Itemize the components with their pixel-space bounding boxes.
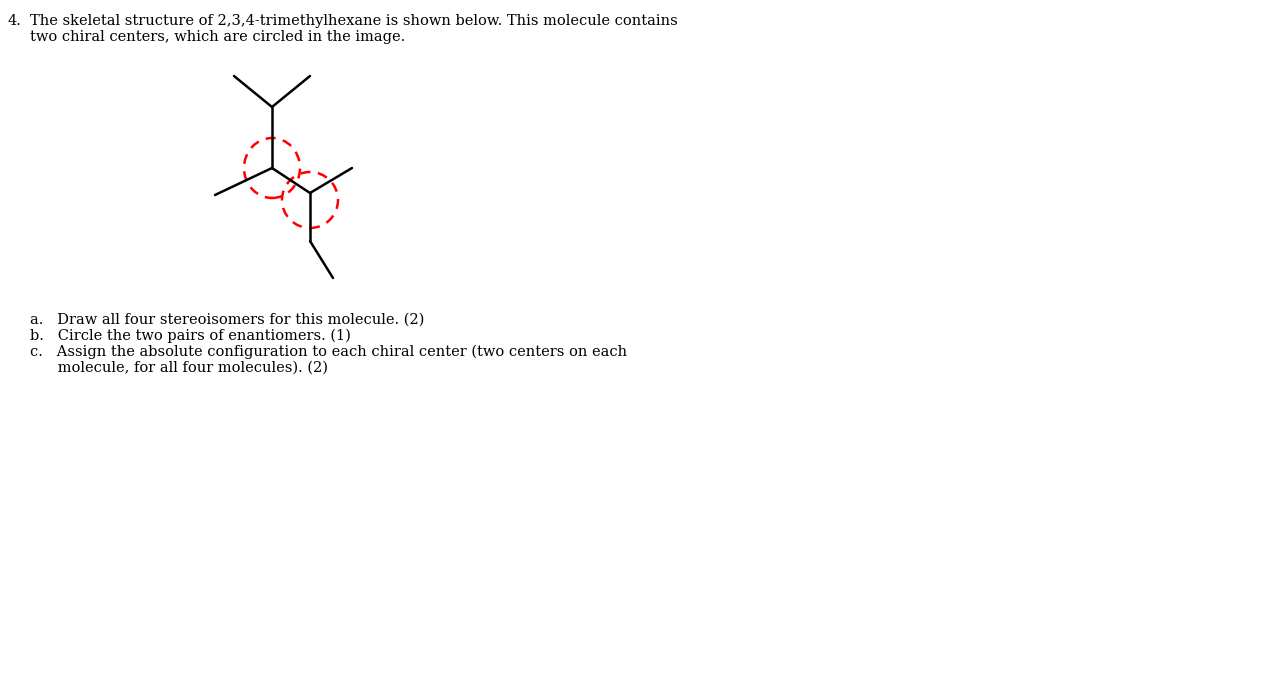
- Text: b.   Circle the two pairs of enantiomers. (1): b. Circle the two pairs of enantiomers. …: [29, 329, 351, 344]
- Text: c.   Assign the absolute configuration to each chiral center (two centers on eac: c. Assign the absolute configuration to …: [29, 345, 628, 359]
- Text: 4.: 4.: [8, 14, 22, 28]
- Text: a.   Draw all four stereoisomers for this molecule. (2): a. Draw all four stereoisomers for this …: [29, 313, 424, 327]
- Text: two chiral centers, which are circled in the image.: two chiral centers, which are circled in…: [29, 30, 405, 44]
- Text: The skeletal structure of 2,3,4-trimethylhexane is shown below. This molecule co: The skeletal structure of 2,3,4-trimethy…: [29, 14, 678, 28]
- Text: molecule, for all four molecules). (2): molecule, for all four molecules). (2): [29, 361, 328, 375]
